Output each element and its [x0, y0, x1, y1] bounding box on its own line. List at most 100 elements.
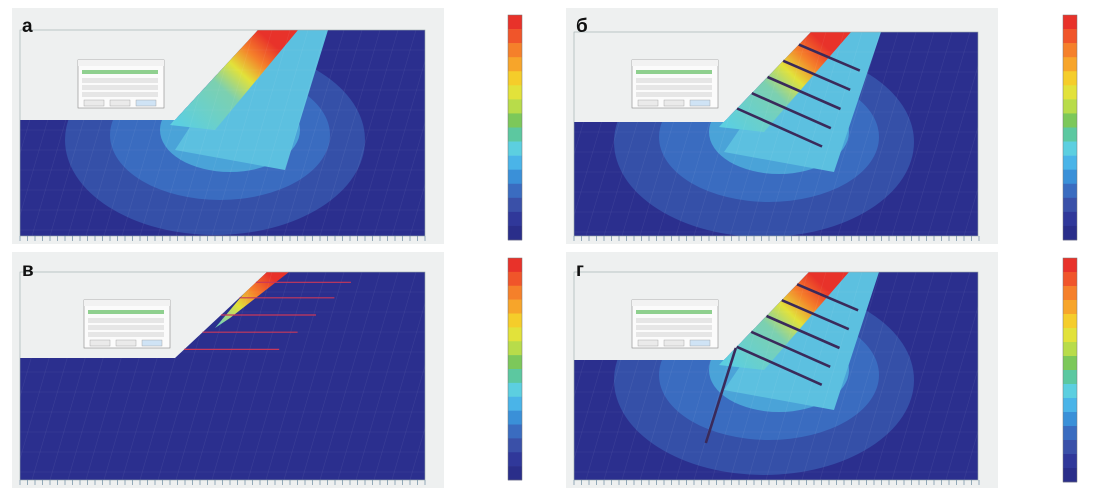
colorbar-segment	[508, 113, 522, 128]
mesh-line	[945, 272, 978, 480]
dialog-button[interactable]	[83, 99, 105, 107]
mesh-line	[373, 30, 425, 236]
mesh-line	[909, 32, 971, 236]
colorbar-segment	[508, 341, 522, 356]
dialog-button[interactable]	[135, 99, 157, 107]
colorbar-segment	[1063, 183, 1077, 199]
colorbar-segment	[508, 452, 522, 467]
dialog	[83, 299, 171, 349]
colorbar-segment	[1063, 398, 1077, 413]
mesh-line	[783, 272, 845, 480]
mesh-line	[963, 272, 978, 480]
colorbar-segment	[508, 127, 522, 142]
mesh-line	[909, 272, 971, 480]
dialog	[77, 59, 165, 109]
colorbar-segment	[508, 327, 522, 342]
anchor	[750, 330, 831, 369]
mesh-line	[391, 272, 425, 480]
dialog-row	[82, 85, 158, 90]
mesh-line	[229, 30, 291, 236]
slope-stress	[719, 32, 851, 132]
dialog-highlight	[82, 70, 158, 74]
colorbar-segment	[1063, 225, 1077, 241]
dialog-button[interactable]	[637, 99, 659, 107]
colorbar-segment	[1063, 272, 1077, 287]
domain-outline	[573, 31, 979, 237]
anchor	[781, 298, 850, 331]
colorbar-segment	[508, 271, 522, 287]
domain-outline	[573, 271, 979, 481]
anchor	[704, 347, 738, 444]
colorbar-frame	[1062, 257, 1078, 483]
dialog-row	[636, 325, 712, 330]
panel: а	[12, 8, 523, 244]
mesh-line	[409, 272, 425, 480]
colorbar-segment	[508, 313, 522, 328]
dialog-button[interactable]	[637, 339, 659, 347]
mesh-line	[819, 32, 881, 236]
colorbar-frame	[507, 257, 523, 481]
colorbar-frame	[1062, 14, 1078, 241]
mesh-line	[301, 30, 363, 236]
colorbar-segment	[1063, 300, 1077, 315]
colorbar-segment	[1063, 141, 1077, 156]
colorbar-segment	[508, 141, 522, 156]
colorbar-segment	[508, 43, 522, 58]
colorbar-segment	[508, 438, 522, 453]
dialog-row	[82, 92, 158, 97]
dialog-button[interactable]	[115, 339, 137, 347]
colorbar-segment	[1063, 454, 1077, 469]
colorbar-segment	[1063, 169, 1077, 185]
colorbar-segment	[1063, 99, 1077, 114]
dialog	[631, 299, 719, 349]
colorbar-segment	[508, 85, 522, 100]
mesh-line	[855, 32, 917, 236]
dialog-button[interactable]	[89, 339, 111, 347]
dialog-button[interactable]	[689, 339, 711, 347]
mesh-line	[927, 272, 978, 480]
colorbar-segment	[1063, 314, 1077, 329]
anchor	[751, 92, 832, 130]
dialog-title-bar	[632, 60, 718, 66]
colorbar-segment	[1063, 384, 1077, 399]
mesh-line	[373, 272, 425, 480]
colorbar-segment	[1063, 57, 1077, 72]
mesh-line	[211, 30, 273, 236]
dialog-highlight	[88, 310, 164, 314]
mesh-line	[873, 32, 935, 236]
colorbar-segment	[508, 369, 522, 384]
dialog-button[interactable]	[689, 99, 711, 107]
colorbar-segment	[1063, 113, 1077, 128]
colorbar-segment	[508, 299, 522, 314]
mesh-line	[945, 32, 978, 236]
anchor	[798, 43, 861, 72]
dialog-button[interactable]	[141, 339, 163, 347]
anchor	[796, 283, 859, 312]
mesh-line	[247, 272, 309, 480]
dialog-button[interactable]	[663, 99, 685, 107]
dialog-highlight	[636, 310, 712, 314]
colorbar-frame	[507, 14, 523, 241]
mesh-line	[337, 30, 399, 236]
colorbar-segment	[1063, 15, 1077, 30]
colorbar-segment	[508, 155, 522, 170]
anchor	[736, 345, 823, 386]
mesh-domain	[574, 272, 978, 480]
mesh-line	[409, 30, 425, 236]
colorbar-segment	[508, 382, 522, 398]
colorbar-segment	[508, 258, 522, 273]
colorbar-segment	[1063, 29, 1077, 44]
colorbar-segment	[508, 57, 522, 72]
dialog-row	[88, 332, 164, 337]
colorbar-segment	[1063, 370, 1077, 385]
dialog-button[interactable]	[109, 99, 131, 107]
mesh-line	[319, 30, 381, 236]
mesh-line	[193, 30, 255, 236]
mesh-line	[873, 272, 935, 480]
colorbar-segment	[1063, 342, 1077, 357]
dialog-button[interactable]	[663, 339, 685, 347]
mesh-line	[229, 272, 291, 480]
mesh-line	[337, 272, 399, 480]
slope-band	[724, 272, 879, 410]
mesh-line	[891, 32, 953, 236]
